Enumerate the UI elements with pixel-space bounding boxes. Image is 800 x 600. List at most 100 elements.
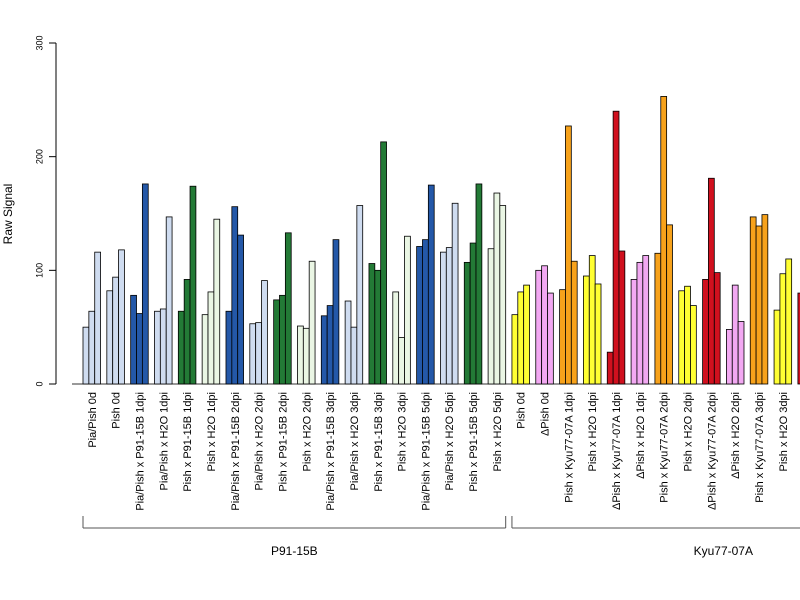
bar	[177, 310, 185, 385]
bar	[225, 310, 233, 385]
bar	[350, 326, 358, 385]
bar	[344, 300, 352, 385]
bar	[427, 184, 435, 385]
bar	[493, 192, 501, 385]
bar	[565, 125, 572, 385]
y-tick-label: 0	[34, 381, 44, 386]
x-tick-label: Pish x P91-15B 3dpi	[373, 392, 385, 492]
group-label: P91-15B	[271, 544, 318, 558]
bar	[112, 276, 119, 385]
bar	[404, 235, 411, 385]
y-tick-label: 200	[34, 149, 44, 164]
bar	[749, 216, 757, 385]
bar	[654, 252, 662, 385]
x-tick-label: Pish 0d	[516, 392, 528, 429]
bar	[612, 110, 620, 385]
bar	[141, 183, 149, 385]
bar	[445, 247, 453, 385]
bar	[159, 308, 167, 385]
bar	[416, 246, 423, 385]
bars	[82, 96, 800, 385]
bar	[773, 309, 781, 385]
x-tick-label: Pish x H2O 1dpi	[206, 392, 218, 471]
bar	[273, 299, 280, 385]
bar	[118, 249, 125, 385]
x-tick-label: Pish x P91-15B 1dpi	[182, 392, 194, 492]
x-tick-label: Pia/Pish x P91-15B 1dpi	[134, 392, 146, 511]
bar	[737, 321, 745, 385]
bar	[708, 177, 715, 385]
bar	[422, 239, 429, 385]
x-tick-label: ΔPish x H2O 1dpi	[635, 392, 647, 479]
bar	[284, 232, 292, 385]
x-tick-label: Pish x P91-15B 5dpi	[468, 392, 480, 492]
bar	[356, 205, 364, 385]
bar	[451, 202, 459, 385]
bar	[326, 305, 334, 385]
bar	[559, 289, 566, 385]
bar	[594, 283, 602, 385]
bar	[755, 225, 763, 385]
bar	[702, 279, 709, 385]
bar	[398, 336, 405, 385]
bar	[380, 141, 387, 385]
x-tick-label: Pia/Pish x H2O 2dpi	[254, 392, 266, 490]
x-tick-label: ΔPish 0d	[540, 392, 552, 436]
bar	[255, 322, 262, 385]
bar	[392, 291, 400, 385]
bar	[797, 292, 800, 385]
x-tick-label: Pish x H2O 1dpi	[587, 392, 599, 471]
x-tick-label: Pia/Pish x H2O 1dpi	[158, 392, 170, 490]
bar	[320, 315, 328, 385]
group-brackets: P91-15B Kyu77-07A	[82, 516, 800, 558]
bar	[279, 294, 286, 385]
bar	[201, 314, 209, 385]
x-tick-label: ΔPish x Kyu77-07A 1dpi	[611, 392, 623, 510]
bar	[106, 290, 114, 385]
bar	[690, 305, 697, 385]
bar	[189, 185, 197, 385]
x-tick-label: Pish x H2O 5dpi	[492, 392, 504, 471]
bar	[487, 248, 495, 385]
bar	[231, 206, 239, 385]
bar	[684, 285, 691, 385]
bar	[94, 251, 101, 385]
x-tick-label: Pish x H2O 2dpi	[683, 392, 695, 471]
bar	[475, 183, 483, 385]
bar	[535, 269, 543, 385]
bar	[261, 280, 268, 385]
bar	[588, 255, 596, 385]
x-tick-label: Pish 0d	[111, 392, 123, 429]
bar	[726, 329, 733, 385]
bar	[374, 269, 382, 385]
x-tick-label: Pish x H2O 2dpi	[301, 392, 313, 471]
bar	[237, 234, 244, 385]
x-tick-label: Pish x H2O 3dpi	[778, 392, 790, 471]
x-tick-label: Pish x P91-15B 2dpi	[277, 392, 289, 492]
bar	[541, 265, 548, 385]
bar	[678, 290, 686, 385]
bar	[183, 279, 191, 385]
x-tick-label: Pia/Pish x P91-15B 2dpi	[230, 392, 242, 511]
bar	[636, 261, 644, 385]
bar	[165, 216, 173, 385]
x-tick-label: Pia/Pish x P91-15B 3dpi	[325, 392, 337, 511]
x-tick-label: Pia/Pish x P91-15B 5dpi	[420, 392, 432, 511]
x-tick-label: Pish x Kyu77-07A 1dpi	[563, 392, 575, 503]
bar	[308, 260, 316, 385]
bar	[82, 326, 90, 385]
x-tick-label: Pish x Kyu77-07A 3dpi	[754, 392, 766, 503]
bar	[785, 258, 793, 385]
x-tick-label: ΔPish x H2O 2dpi	[730, 392, 742, 479]
bar	[660, 96, 668, 385]
x-tick-label: Pish x Kyu77-07A 2dpi	[659, 392, 671, 503]
y-tick-label: 100	[34, 263, 44, 278]
bar	[213, 218, 221, 385]
bar	[499, 205, 507, 385]
x-tick-label: ΔPish x Kyu77-07A 2dpi	[706, 392, 718, 510]
bar	[630, 279, 638, 385]
bar	[618, 250, 626, 385]
x-tick-label: Pia/Pish x H2O 3dpi	[349, 392, 361, 490]
bar	[368, 263, 376, 385]
bar	[779, 273, 787, 385]
